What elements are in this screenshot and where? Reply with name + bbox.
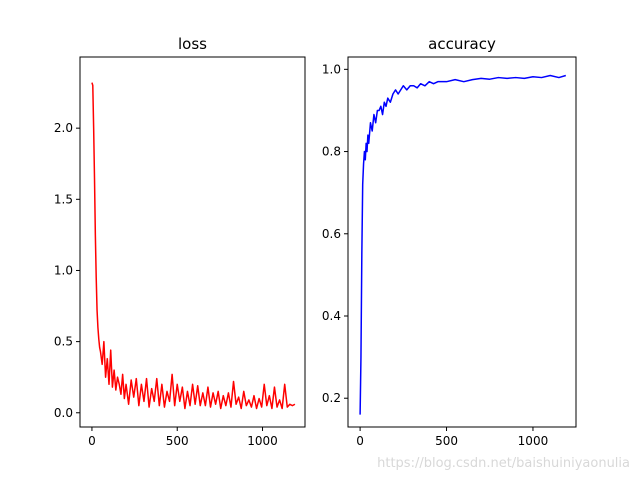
loss-title: loss <box>178 35 207 53</box>
loss-y-tick-label: 1.0 <box>54 263 73 277</box>
accuracy-title: accuracy <box>428 35 496 53</box>
accuracy-x-tick-label: 500 <box>435 434 458 448</box>
loss-x-tick-label: 500 <box>166 434 189 448</box>
loss-y-tick-label: 0.0 <box>54 406 73 420</box>
loss-x-tick-label: 1000 <box>247 434 278 448</box>
accuracy-y-tick-label: 0.2 <box>322 391 341 405</box>
accuracy-x-tick-label: 1000 <box>518 434 549 448</box>
loss-y-tick-label: 1.5 <box>54 192 73 206</box>
loss-axes-frame <box>79 56 306 428</box>
watermark-text: https://blog.csdn.net/baishuiniyaonulia <box>377 456 630 471</box>
accuracy-y-tick-label: 0.4 <box>322 309 341 323</box>
accuracy-axes-frame <box>347 56 577 428</box>
loss-y-tick-label: 2.0 <box>54 121 73 135</box>
accuracy-y-tick-label: 0.8 <box>322 145 341 159</box>
accuracy-y-tick-label: 0.6 <box>322 227 341 241</box>
loss-panel: loss 0 500 1000 0.0 0.5 1.0 1.5 2.0 <box>54 35 306 448</box>
loss-series-line <box>91 82 296 410</box>
accuracy-y-tick-label: 1.0 <box>322 62 341 76</box>
accuracy-series-line <box>359 74 567 415</box>
accuracy-x-tick-label: 0 <box>356 434 364 448</box>
accuracy-panel: accuracy 0 500 1000 0.2 0.4 0.6 0.8 1.0 <box>322 35 577 448</box>
loss-x-tick-label: 0 <box>88 434 96 448</box>
loss-y-tick-label: 0.5 <box>54 335 73 349</box>
